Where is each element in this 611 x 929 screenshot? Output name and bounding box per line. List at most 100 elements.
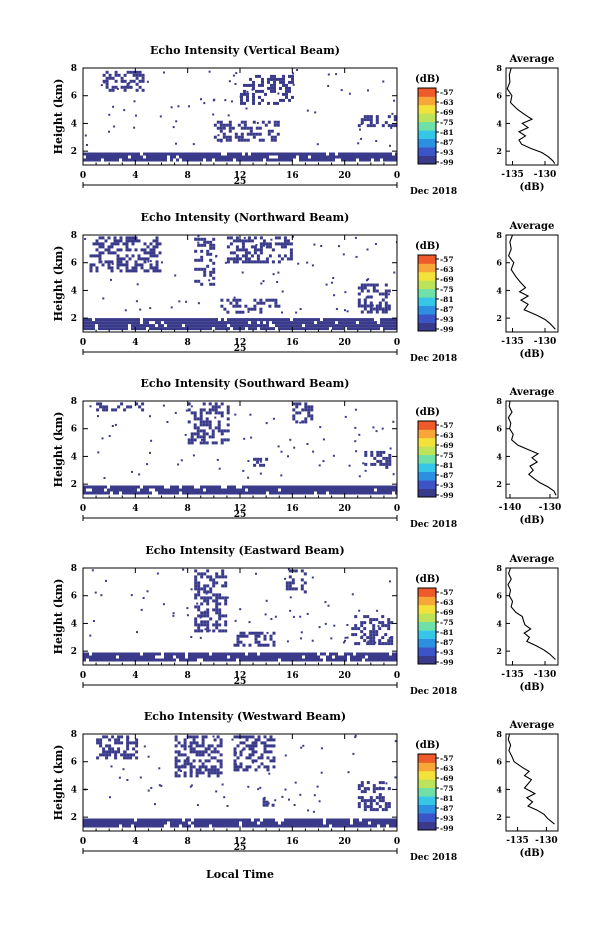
colorbar-tick-label: -99 — [440, 491, 454, 500]
profile-y-tick-label: 8 — [496, 230, 502, 240]
panel-title: Echo Intensity (Westward Beam) — [144, 710, 346, 723]
colorbar-tick-label: -75 — [440, 451, 454, 460]
colorbar-tick-label: -57 — [440, 588, 454, 597]
month-label: Dec 2018 — [410, 187, 457, 197]
colorbar-segment — [418, 596, 436, 606]
y-tick-label: 6 — [71, 259, 77, 269]
colorbar-segment — [418, 446, 436, 456]
x-tick-label: 20 — [338, 338, 351, 348]
colorbar-tick-label: -57 — [440, 421, 454, 430]
colorbar-segment — [418, 804, 436, 814]
x-tick-label: 8 — [185, 504, 191, 514]
x-tick-label: 20 — [338, 837, 351, 847]
plot-frame — [82, 400, 398, 499]
profile-y-tick-label: 6 — [496, 591, 502, 601]
profile-x-label: (dB) — [520, 682, 545, 693]
y-tick-label: 6 — [71, 758, 77, 768]
profile-x-label: (dB) — [520, 349, 545, 360]
colorbar-segment — [418, 762, 436, 772]
colorbar-tick-label: -69 — [440, 441, 454, 450]
x-tick-label: 0 — [394, 837, 400, 847]
profile-title: Average — [509, 221, 555, 232]
heatmap-cells — [83, 402, 397, 495]
profile-y-tick-label: 2 — [496, 313, 502, 323]
profile-x-tick-label: -140 — [499, 503, 522, 513]
colorbar-unit: (dB) — [415, 74, 440, 85]
colorbar-segment — [418, 787, 436, 797]
colorbar-frame — [417, 87, 437, 165]
colorbar-tick-label: -87 — [440, 471, 454, 480]
profile-title: Average — [509, 554, 555, 565]
x-tick-label: 16 — [286, 171, 299, 181]
colorbar-segment — [418, 471, 436, 481]
panel-title: Echo Intensity (Southward Beam) — [141, 377, 350, 390]
panel-2: Echo Intensity (Northward Beam)0 4 8 12 16 20… — [52, 211, 559, 364]
x-tick-label: 12 — [234, 171, 247, 181]
colorbar-unit: (dB) — [415, 407, 440, 418]
colorbar-segment — [418, 113, 436, 123]
panel-title: Echo Intensity (Vertical Beam) — [150, 44, 340, 57]
profile-frame — [505, 400, 559, 499]
colorbar-segment — [418, 480, 436, 489]
colorbar-segment — [418, 263, 436, 273]
profile-title: Average — [509, 54, 555, 65]
profile-x-tick-label: -135 — [501, 170, 524, 180]
profile-line — [507, 234, 556, 330]
month-label: Dec 2018 — [410, 520, 457, 530]
y-axis-label: Height (km) — [52, 579, 65, 655]
profile-y-tick-label: 6 — [496, 424, 502, 434]
colorbar-segment — [418, 271, 436, 281]
colorbar-segment — [418, 630, 436, 639]
profile-y-tick-label: 6 — [496, 91, 502, 101]
colorbar-tick-label: -75 — [440, 118, 454, 127]
profile-x-label: (dB) — [520, 182, 545, 193]
profile-x-tick-label: -130 — [534, 170, 557, 180]
x-tick-label: 0 — [80, 671, 86, 681]
profile-y-tick-label: 6 — [496, 258, 502, 268]
profile-y-tick-label: 2 — [496, 479, 502, 489]
colorbar-frame — [417, 254, 437, 332]
colorbar-segment — [418, 138, 436, 148]
x-tick-label: 16 — [286, 504, 299, 514]
colorbar-tick-label: -99 — [440, 824, 454, 833]
date-label: 25 — [234, 843, 247, 853]
colorbar-unit: (dB) — [415, 574, 440, 585]
colorbar-segment — [418, 322, 436, 332]
profile-title: Average — [509, 720, 555, 731]
y-tick-label: 8 — [71, 730, 77, 740]
colorbar-tick-label: -87 — [440, 638, 454, 647]
profile-frame — [505, 67, 559, 166]
colorbar-tick-label: -57 — [440, 255, 454, 264]
colorbar-tick-label: -75 — [440, 285, 454, 294]
colorbar-segment — [418, 638, 436, 648]
y-tick-label: 4 — [71, 785, 77, 795]
colorbar-tick-label: -87 — [440, 305, 454, 314]
profile-x-label: (dB) — [520, 515, 545, 526]
x-tick-label: 4 — [132, 171, 138, 181]
colorbar-tick-label: -63 — [440, 598, 454, 607]
x-axis-label: Local Time — [206, 868, 274, 881]
x-tick-label: 4 — [132, 837, 138, 847]
x-tick-label: 4 — [132, 338, 138, 348]
profile-x-tick-label: -135 — [501, 670, 524, 680]
colorbar-frame — [417, 587, 437, 665]
y-tick-label: 6 — [71, 425, 77, 435]
panel-title: Echo Intensity (Northward Beam) — [141, 211, 350, 224]
colorbar-segment — [418, 454, 436, 464]
profile-x-tick-label: -135 — [501, 337, 524, 347]
x-tick-label: 0 — [80, 504, 86, 514]
colorbar-segment — [418, 621, 436, 631]
colorbar-segment — [418, 655, 436, 665]
colorbar-tick-label: -87 — [440, 804, 454, 813]
x-tick-label: 0 — [80, 338, 86, 348]
panel-4: Echo Intensity (Eastward Beam) 0 4 8 12 16 20 0… — [52, 544, 559, 697]
colorbar-segment — [418, 305, 436, 315]
colorbar-segment — [418, 288, 436, 298]
colorbar-tick-label: -69 — [440, 774, 454, 783]
y-tick-label: 8 — [71, 564, 77, 574]
colorbar-segment — [418, 297, 436, 306]
profile-y-tick-label: 4 — [496, 118, 502, 128]
month-label: Dec 2018 — [410, 853, 457, 863]
profile-y-tick-label: 8 — [496, 563, 502, 573]
